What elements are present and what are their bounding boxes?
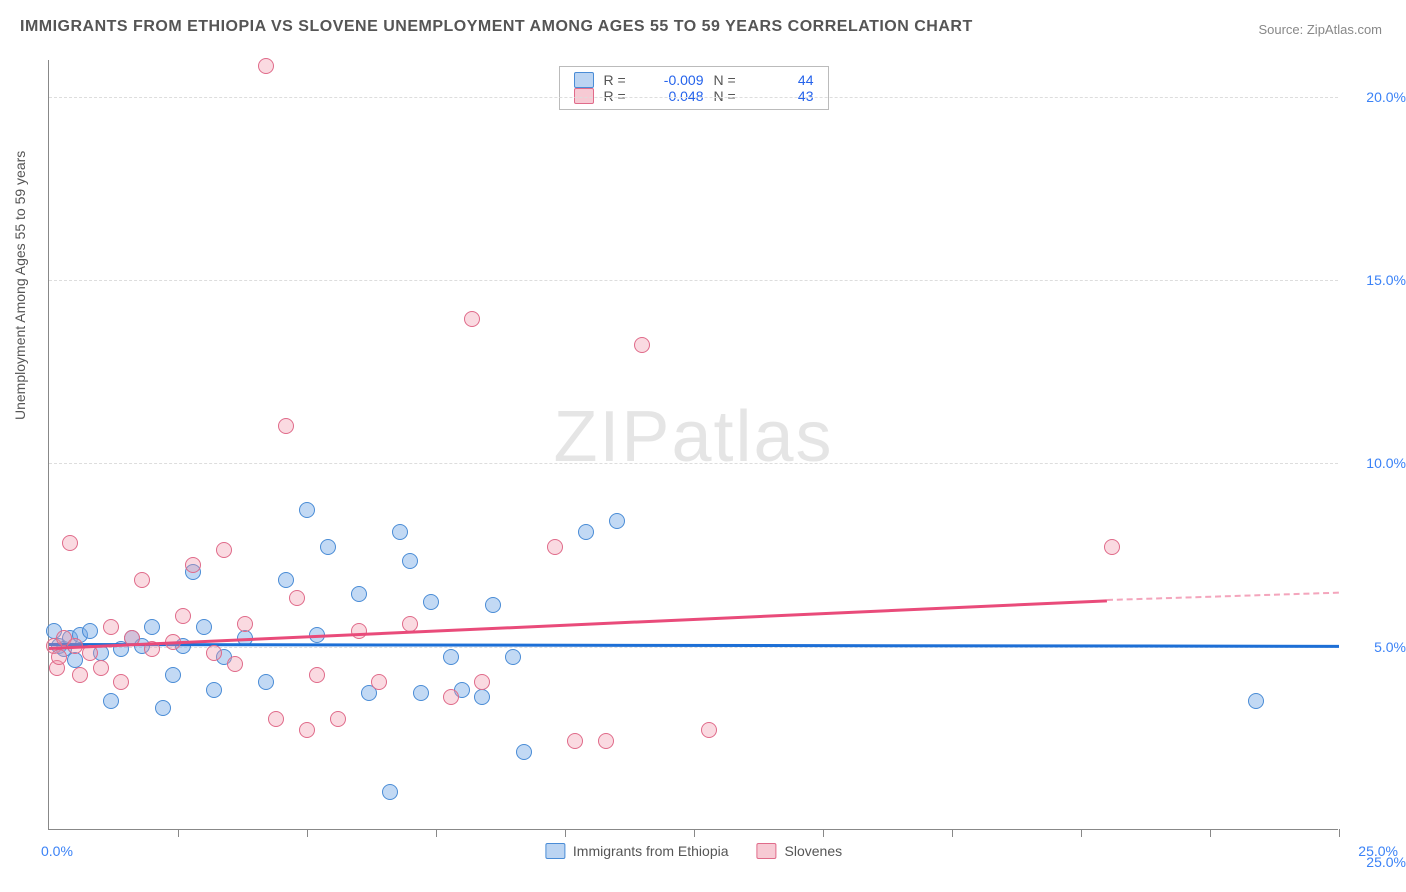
x-tick xyxy=(952,829,953,837)
data-point-slovenes xyxy=(567,733,583,749)
data-point-ethiopia xyxy=(351,586,367,602)
x-tick xyxy=(823,829,824,837)
data-point-slovenes xyxy=(701,722,717,738)
data-point-slovenes xyxy=(113,674,129,690)
data-point-slovenes xyxy=(289,590,305,606)
scatter-chart: ZIPatlas R = -0.009 N = 44 R = 0.048 N =… xyxy=(48,60,1338,830)
data-point-slovenes xyxy=(227,656,243,672)
data-point-slovenes xyxy=(72,667,88,683)
data-point-ethiopia xyxy=(278,572,294,588)
data-point-ethiopia xyxy=(82,623,98,639)
data-point-slovenes xyxy=(62,535,78,551)
data-point-ethiopia xyxy=(103,693,119,709)
data-point-slovenes xyxy=(598,733,614,749)
watermark: ZIPatlas xyxy=(553,395,833,477)
y-tick-label: 5.0% xyxy=(1346,639,1406,655)
data-point-slovenes xyxy=(237,616,253,632)
data-point-ethiopia xyxy=(382,784,398,800)
data-point-slovenes xyxy=(1104,539,1120,555)
data-point-slovenes xyxy=(402,616,418,632)
y-tick-label: 20.0% xyxy=(1346,89,1406,105)
data-point-slovenes xyxy=(216,542,232,558)
x-tick xyxy=(1339,829,1340,837)
data-point-slovenes xyxy=(93,660,109,676)
data-point-slovenes xyxy=(474,674,490,690)
data-point-ethiopia xyxy=(505,649,521,665)
data-point-ethiopia xyxy=(474,689,490,705)
data-point-ethiopia xyxy=(144,619,160,635)
data-point-slovenes xyxy=(309,667,325,683)
data-point-slovenes xyxy=(330,711,346,727)
legend-item-slovenes: Slovenes xyxy=(757,843,843,859)
data-point-slovenes xyxy=(634,337,650,353)
x-tick xyxy=(1081,829,1082,837)
data-point-slovenes xyxy=(278,418,294,434)
y-tick-label: 25.0% xyxy=(1346,854,1406,870)
data-point-ethiopia xyxy=(423,594,439,610)
data-point-slovenes xyxy=(351,623,367,639)
x-tick xyxy=(694,829,695,837)
data-point-slovenes xyxy=(443,689,459,705)
data-point-ethiopia xyxy=(392,524,408,540)
data-point-slovenes xyxy=(268,711,284,727)
data-point-ethiopia xyxy=(165,667,181,683)
swatch-blue xyxy=(545,843,565,859)
x-tick xyxy=(178,829,179,837)
data-point-slovenes xyxy=(103,619,119,635)
data-point-slovenes xyxy=(206,645,222,661)
swatch-blue xyxy=(574,72,594,88)
data-point-slovenes xyxy=(175,608,191,624)
gridline xyxy=(49,280,1338,281)
data-point-ethiopia xyxy=(443,649,459,665)
gridline xyxy=(49,97,1338,98)
x-tick xyxy=(307,829,308,837)
x-axis-zero-label: 0.0% xyxy=(41,843,73,859)
legend-item-ethiopia: Immigrants from Ethiopia xyxy=(545,843,729,859)
y-tick-label: 10.0% xyxy=(1346,455,1406,471)
data-point-ethiopia xyxy=(1248,693,1264,709)
data-point-slovenes xyxy=(134,572,150,588)
data-point-ethiopia xyxy=(206,682,222,698)
data-point-slovenes xyxy=(299,722,315,738)
data-point-ethiopia xyxy=(258,674,274,690)
data-point-ethiopia xyxy=(299,502,315,518)
data-point-ethiopia xyxy=(578,524,594,540)
data-point-slovenes xyxy=(185,557,201,573)
correlation-legend: R = -0.009 N = 44 R = 0.048 N = 43 xyxy=(559,66,829,110)
x-tick xyxy=(565,829,566,837)
data-point-ethiopia xyxy=(516,744,532,760)
data-point-ethiopia xyxy=(413,685,429,701)
chart-title: IMMIGRANTS FROM ETHIOPIA VS SLOVENE UNEM… xyxy=(20,18,973,36)
data-point-ethiopia xyxy=(609,513,625,529)
data-point-slovenes xyxy=(371,674,387,690)
x-tick xyxy=(1210,829,1211,837)
y-tick-label: 15.0% xyxy=(1346,272,1406,288)
gridline xyxy=(49,463,1338,464)
data-point-ethiopia xyxy=(155,700,171,716)
data-point-slovenes xyxy=(547,539,563,555)
x-tick xyxy=(436,829,437,837)
data-point-slovenes xyxy=(258,58,274,74)
data-point-ethiopia xyxy=(485,597,501,613)
data-point-ethiopia xyxy=(196,619,212,635)
data-point-slovenes xyxy=(51,649,67,665)
data-point-ethiopia xyxy=(402,553,418,569)
data-point-slovenes xyxy=(464,311,480,327)
data-point-ethiopia xyxy=(67,652,83,668)
source-attribution: Source: ZipAtlas.com xyxy=(1258,22,1382,37)
trend-line-slovenes-extrapolated xyxy=(1107,592,1339,601)
series-legend: Immigrants from Ethiopia Slovenes xyxy=(545,843,842,859)
data-point-ethiopia xyxy=(320,539,336,555)
y-axis-label: Unemployment Among Ages 55 to 59 years xyxy=(12,151,28,420)
swatch-pink xyxy=(757,843,777,859)
legend-row-blue: R = -0.009 N = 44 xyxy=(574,72,814,88)
